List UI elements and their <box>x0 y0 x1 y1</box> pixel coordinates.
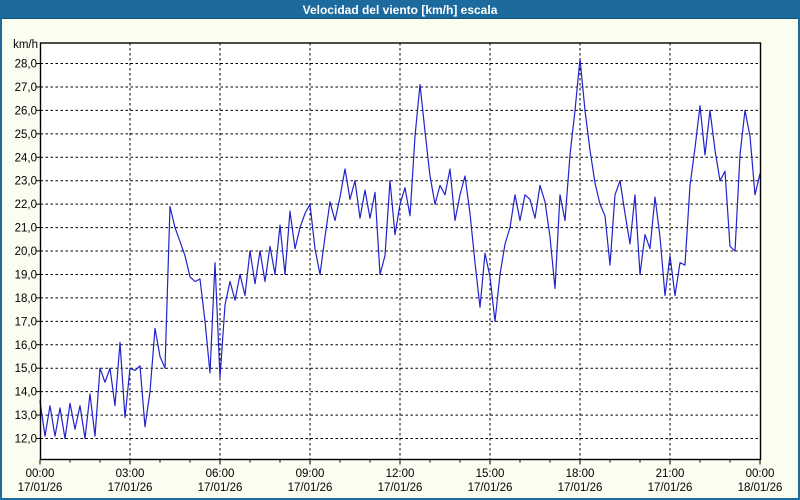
y-axis-unit: km/h <box>13 39 38 51</box>
x-tick-date: 18/01/26 <box>738 482 783 494</box>
svg-text:14,0: 14,0 <box>15 387 37 399</box>
svg-text:16,0: 16,0 <box>15 340 37 352</box>
title-bar: Velocidad del viento [km/h] escala <box>2 2 798 19</box>
x-tick-date: 17/01/26 <box>108 482 153 494</box>
x-tick-time: 00:00 <box>746 468 775 480</box>
plot-border <box>39 42 762 461</box>
x-tick-date: 17/01/26 <box>378 482 423 494</box>
x-tick-date: 17/01/26 <box>558 482 603 494</box>
x-axis-labels: 00:00 17/01/26 03:00 17/01/26 06:00 17/01/26 0… <box>18 468 783 494</box>
x-tick-date: 17/01/26 <box>198 482 243 494</box>
x-tick-time: 09:00 <box>296 468 325 480</box>
svg-text:18,0: 18,0 <box>15 293 37 305</box>
chart-title: Velocidad del viento [km/h] escala <box>302 2 498 17</box>
x-tick-time: 18:00 <box>566 468 595 480</box>
svg-text:21,0: 21,0 <box>15 223 37 235</box>
x-tick-time: 00:00 <box>26 468 55 480</box>
y-axis-unit-label: km/h <box>13 39 38 51</box>
svg-text:13,0: 13,0 <box>15 410 37 422</box>
x-tick-date: 17/01/26 <box>288 482 333 494</box>
data-series <box>39 58 761 440</box>
svg-text:20,0: 20,0 <box>15 246 37 258</box>
svg-text:23,0: 23,0 <box>15 176 37 188</box>
x-tick-time: 06:00 <box>206 468 235 480</box>
svg-text:26,0: 26,0 <box>15 105 37 117</box>
vertical-gridlines <box>129 43 671 460</box>
svg-text:19,0: 19,0 <box>15 269 37 281</box>
x-tick-time: 21:00 <box>656 468 685 480</box>
wind-speed-line <box>39 58 761 440</box>
svg-text:24,0: 24,0 <box>15 152 37 164</box>
svg-text:15,0: 15,0 <box>15 363 37 375</box>
x-tick-time: 03:00 <box>116 468 145 480</box>
x-tick-date: 17/01/26 <box>648 482 693 494</box>
svg-text:25,0: 25,0 <box>15 129 37 141</box>
svg-text:22,0: 22,0 <box>15 199 37 211</box>
x-tick-date: 17/01/26 <box>468 482 513 494</box>
svg-text:17,0: 17,0 <box>15 316 37 328</box>
x-tick-time: 15:00 <box>476 468 505 480</box>
x-tick-time: 12:00 <box>386 468 415 480</box>
svg-text:12,0: 12,0 <box>15 434 37 446</box>
x-tick-date: 17/01/26 <box>18 482 63 494</box>
svg-text:28,0: 28,0 <box>15 59 37 71</box>
svg-text:27,0: 27,0 <box>15 82 37 94</box>
x-axis-ticks <box>39 459 761 465</box>
y-axis-labels: 12,0 13,0 14,0 15,0 16,0 17,0 18,0 19,0 20,0 21,0… <box>15 59 37 446</box>
